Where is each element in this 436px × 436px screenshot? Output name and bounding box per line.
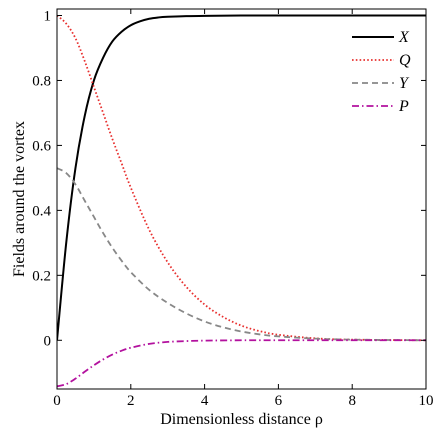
plot-frame	[56, 8, 427, 390]
x-tick-label: 6	[275, 393, 283, 409]
y-axis-title: Fields around the vortex	[11, 121, 28, 277]
legend-label-p: P	[398, 98, 409, 115]
legend-label-y: Y	[399, 75, 410, 92]
x-tick-label: 10	[419, 393, 434, 409]
series-line-x	[57, 14, 426, 341]
y-tick-label: 0.8	[32, 73, 51, 89]
x-tick-label: 8	[348, 393, 356, 409]
series-line-p	[57, 339, 426, 388]
y-tick-label: 0.2	[32, 268, 51, 284]
y-tick-label: 0.4	[32, 203, 51, 219]
series-layer	[57, 14, 426, 388]
legend-label-x: X	[398, 29, 410, 46]
series-line-q	[57, 14, 426, 342]
series-line-y	[57, 167, 426, 342]
x-tick-label: 2	[127, 393, 135, 409]
x-tick-label: 0	[53, 393, 61, 409]
x-axis-title: Dimensionless distance ρ	[160, 411, 323, 428]
y-tick-label: 0	[44, 333, 52, 349]
y-tick-label: 0.6	[32, 138, 51, 154]
y-tick-label: 1	[44, 8, 52, 24]
x-tick-label: 4	[201, 393, 209, 409]
ticks-layer: 0 2 4 6 8 10 0 0.2 0.4 0.6 0.8 1	[32, 8, 433, 409]
legend-label-q: Q	[399, 52, 411, 69]
